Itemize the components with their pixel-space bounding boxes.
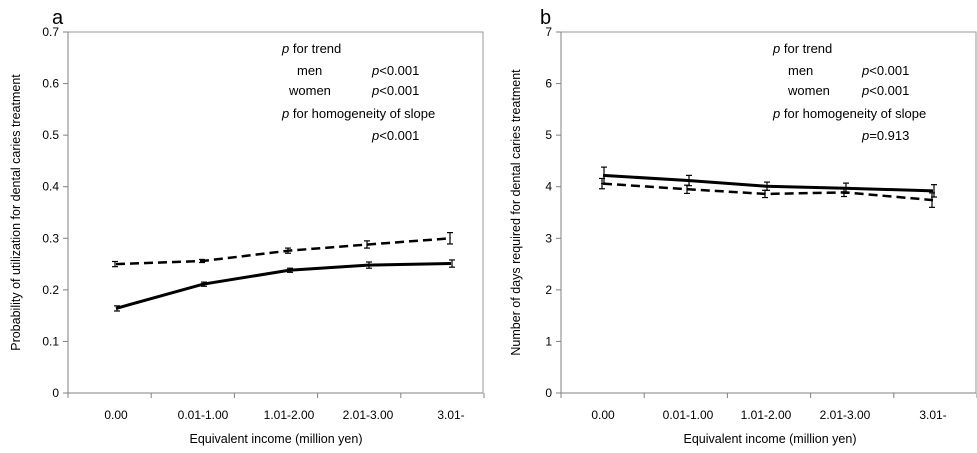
y-tick-label: 0.4 bbox=[42, 180, 59, 194]
y-tick-label: 4 bbox=[545, 180, 552, 194]
panel-letter: a bbox=[52, 7, 64, 29]
series-dashed bbox=[599, 177, 935, 208]
panel-a: a 0 0.1 0.2 0.3 0.4 0.5 0.6 0.7 0.00 0.01-1.00 1.01… bbox=[9, 7, 485, 446]
x-tick-label: 2.01-3.00 bbox=[820, 408, 871, 422]
series-dashed bbox=[112, 232, 453, 268]
y-tick-label: 0.1 bbox=[42, 334, 59, 348]
y-tick-label: 7 bbox=[545, 25, 552, 39]
annotation-text: <0.001 bbox=[869, 63, 909, 78]
annotation-text: <0.001 bbox=[379, 63, 419, 78]
y-tick-label: 0.5 bbox=[42, 128, 59, 142]
panel-letter: b bbox=[540, 7, 551, 29]
annotation: p<0.001 bbox=[371, 128, 419, 143]
x-tick-label: 0.01-1.00 bbox=[663, 408, 714, 422]
y-tick-label: 1 bbox=[545, 334, 552, 348]
annotation: p<0.001 bbox=[861, 63, 909, 78]
y-tick-label: 0.2 bbox=[42, 283, 59, 297]
series-line-solid bbox=[115, 262, 452, 310]
annotation: p for trend bbox=[772, 41, 832, 56]
y-axis-title: Number of days required for dental carie… bbox=[509, 69, 523, 356]
y-tick-label: 0 bbox=[545, 386, 552, 400]
annotation-text: women bbox=[288, 83, 331, 98]
annotation-italic: p bbox=[772, 41, 780, 56]
panel-b: b 0 1 2 3 4 5 6 7 0.00 0.01-1.00 1.01-2.00 2.01-3.00… bbox=[509, 7, 977, 446]
annotation-text: for homogeneity of slope bbox=[289, 106, 435, 121]
x-tick-label: 0.00 bbox=[104, 408, 128, 422]
annotation: women bbox=[288, 83, 331, 98]
annotation-text: =0.913 bbox=[869, 128, 909, 143]
annotation: p for homogeneity of slope bbox=[772, 106, 926, 121]
annotation: women bbox=[787, 83, 830, 98]
y-axis-title: Probability of utilization for dental ca… bbox=[9, 74, 23, 351]
x-tick-label: 2.01-3.00 bbox=[343, 408, 394, 422]
annotation: p for homogeneity of slope bbox=[281, 106, 435, 121]
x-axis-title: Equivalent income (million yen) bbox=[684, 432, 857, 446]
annotation-italic: p bbox=[772, 106, 780, 121]
y-tick-label: 0 bbox=[52, 386, 59, 400]
annotation: men bbox=[788, 63, 813, 78]
annotation: men bbox=[297, 63, 322, 78]
annotation-italic: p bbox=[861, 63, 869, 78]
plot-frame bbox=[561, 31, 977, 393]
annotation-text: <0.001 bbox=[869, 83, 909, 98]
annotation-italic: p bbox=[371, 128, 379, 143]
annotation-italic: p bbox=[371, 63, 379, 78]
y-tick-label: 3 bbox=[545, 231, 552, 245]
y-tick-label: 6 bbox=[545, 77, 552, 91]
annotation-text: women bbox=[787, 83, 830, 98]
annotation-text: for homogeneity of slope bbox=[780, 106, 926, 121]
series-solid bbox=[601, 166, 937, 198]
annotation: p<0.001 bbox=[861, 83, 909, 98]
annotation-text: <0.001 bbox=[379, 83, 419, 98]
annotation: p for trend bbox=[281, 41, 341, 56]
x-tick-label: 1.01-2.00 bbox=[741, 408, 792, 422]
y-tick-label: 2 bbox=[545, 283, 552, 297]
annotation-text: men bbox=[788, 63, 813, 78]
series-line-solid bbox=[602, 173, 934, 193]
annotation-italic: p bbox=[281, 41, 289, 56]
series-line-dashed bbox=[602, 182, 934, 202]
y-tick-label: 0.6 bbox=[42, 77, 59, 91]
annotation-italic: p bbox=[861, 83, 869, 98]
plot-frame bbox=[68, 31, 484, 393]
annotation: p=0.913 bbox=[861, 128, 909, 143]
annotation: p<0.001 bbox=[371, 83, 419, 98]
annotation-text: for trend bbox=[780, 41, 832, 56]
annotation-italic: p bbox=[281, 106, 289, 121]
x-axis-title: Equivalent income (million yen) bbox=[190, 432, 363, 446]
x-tick-label: 1.01-2.00 bbox=[264, 408, 315, 422]
series-solid bbox=[114, 259, 455, 312]
series-line-dashed bbox=[115, 237, 452, 266]
x-tick-label: 3.01- bbox=[919, 408, 946, 422]
annotation-italic: p bbox=[371, 83, 379, 98]
y-tick-label: 5 bbox=[545, 128, 552, 142]
x-tick-label: 0.00 bbox=[591, 408, 615, 422]
x-tick-label: 3.01- bbox=[437, 408, 464, 422]
x-tick-label: 0.01-1.00 bbox=[178, 408, 229, 422]
annotation-italic: p bbox=[861, 128, 869, 143]
annotation: p<0.001 bbox=[371, 63, 419, 78]
y-tick-label: 0.3 bbox=[42, 231, 59, 245]
annotation-text: <0.001 bbox=[379, 128, 419, 143]
annotation-text: for trend bbox=[289, 41, 341, 56]
annotation-text: men bbox=[297, 63, 322, 78]
y-tick-label: 0.7 bbox=[42, 25, 59, 39]
